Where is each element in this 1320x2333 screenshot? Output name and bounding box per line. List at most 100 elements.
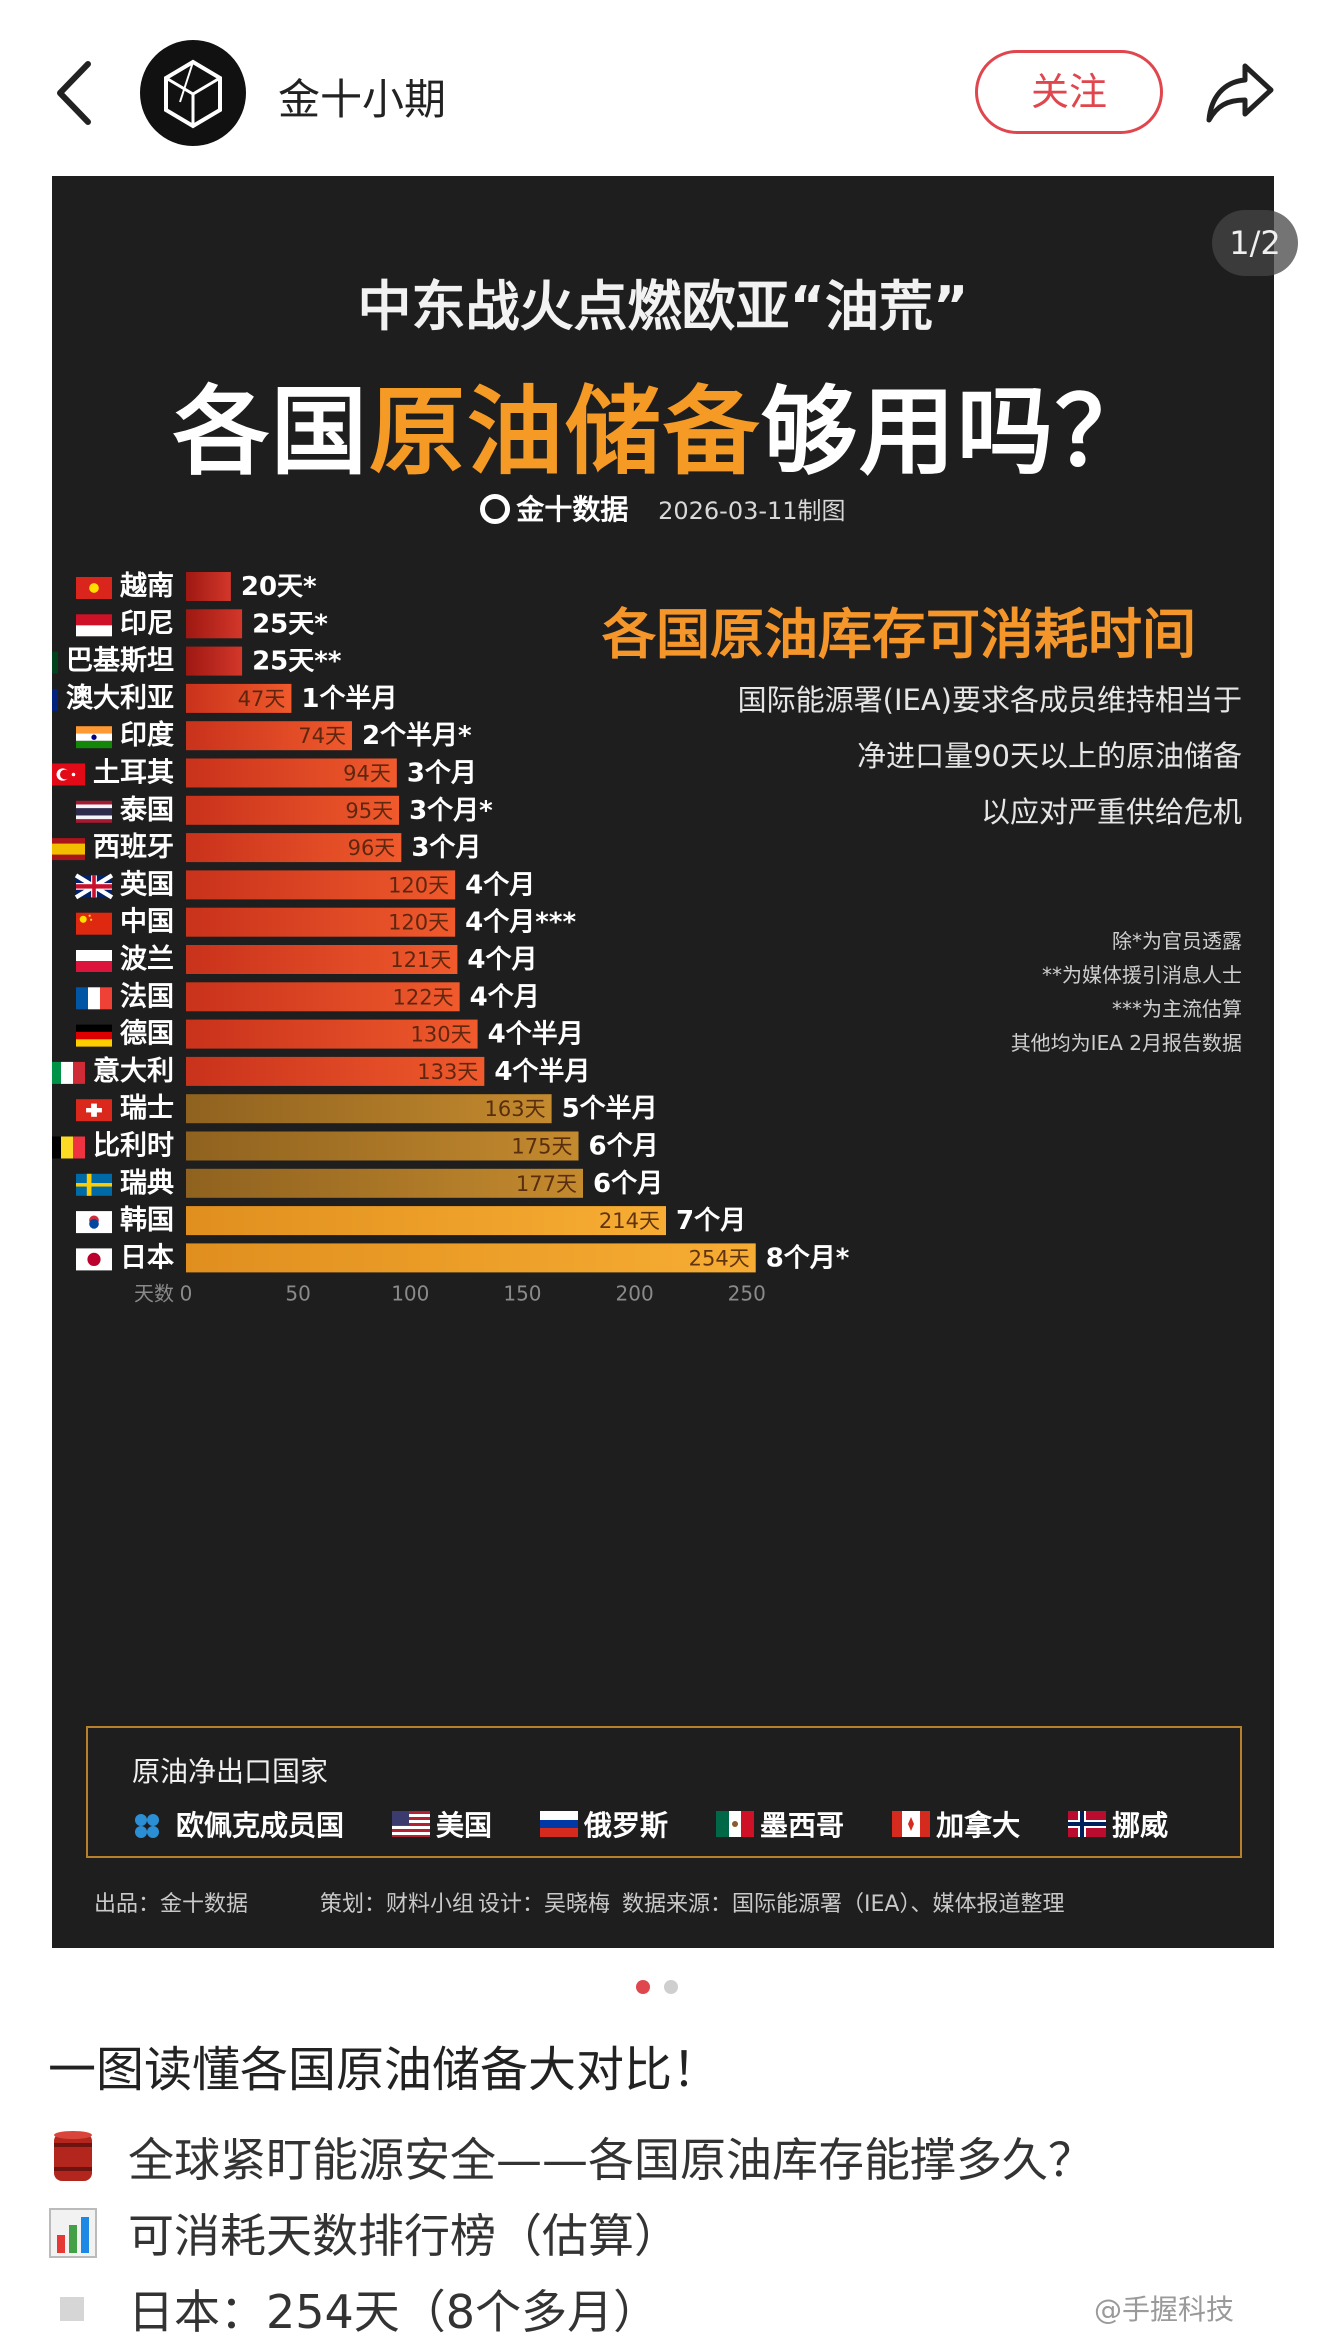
x-tick-label: 0 <box>180 1282 193 1306</box>
country-flag-icon <box>76 614 112 637</box>
bar-row: 印尼 25天* <box>76 608 328 639</box>
brand-logo: 金十数据 <box>480 493 628 526</box>
country-label: 中国 <box>120 907 174 938</box>
ca-flag-icon <box>892 1811 931 1837</box>
exporters-title: 原油净出口国家 <box>132 1755 329 1788</box>
duration-label: 5个半月 <box>562 1094 658 1124</box>
duration-label: 4个月*** <box>465 908 576 938</box>
data-bar <box>186 1056 485 1086</box>
country-label: 泰国 <box>120 795 174 826</box>
image-pager: 1/2 <box>1212 210 1298 276</box>
opec-flag-icon <box>132 1811 170 1838</box>
duration-label: 6个月 <box>593 1169 663 1199</box>
country-flag-icon <box>52 1061 85 1084</box>
bar-value-label: 120天 <box>388 873 449 897</box>
data-bar <box>186 721 352 751</box>
data-bar <box>186 609 243 639</box>
carousel-dots <box>636 1980 684 1994</box>
author-name[interactable]: 金十小期 <box>278 75 447 124</box>
credit-source: 数据来源：国际能源署（IEA）、媒体报道整理 <box>622 1892 1065 1917</box>
duration-label: 4个半月 <box>488 1020 584 1050</box>
back-arrow-icon[interactable] <box>50 58 98 128</box>
chart-heading: 各国原油库存可消耗时间 <box>602 603 1196 666</box>
top-bar: 金十小期 关注 <box>0 0 1320 180</box>
footnote-line: 除*为官员透露 <box>1112 929 1242 953</box>
country-label: 瑞典 <box>120 1168 174 1199</box>
iea-note: 国际能源署(IEA)要求各成员维持相当于 净进口量90天以上的原油储备 以应对严… <box>612 672 1242 840</box>
carousel-dot[interactable] <box>664 1980 678 1994</box>
country-flag-icon <box>76 1099 112 1122</box>
data-bar <box>186 1206 667 1236</box>
avatar[interactable] <box>140 40 246 146</box>
bar-row: 瑞士 163天 5个半月 <box>76 1093 658 1124</box>
country-label: 韩国 <box>120 1205 174 1236</box>
iea-note-line: 国际能源署(IEA)要求各成员维持相当于 <box>737 683 1242 717</box>
bar-row: 印度 74天 2个半月* <box>76 719 472 751</box>
country-flag-icon <box>52 1136 85 1159</box>
country-label: 法国 <box>120 981 174 1012</box>
carousel-dot-active[interactable] <box>636 1980 650 1994</box>
duration-label: 1个半月 <box>301 684 397 714</box>
data-bar <box>186 646 243 676</box>
country-flag-icon <box>76 577 112 599</box>
country-label: 印度 <box>120 719 174 751</box>
bar-value-label: 47天 <box>238 687 286 711</box>
footnote-line: 其他均为IEA 2月报告数据 <box>1010 1031 1242 1055</box>
bar-value-label: 121天 <box>390 948 451 972</box>
data-bar <box>186 833 402 863</box>
country-flag-icon <box>74 873 114 900</box>
country-flag-icon <box>76 1173 112 1196</box>
duration-label: 6个月 <box>589 1132 659 1162</box>
credit-planner: 策划：财料小组 <box>320 1892 475 1917</box>
bar-row: 比利时 175天 6个月 <box>52 1131 659 1162</box>
post-line-text: 全球紧盯能源安全——各国原油库存能撑多久？ <box>128 2133 1094 2187</box>
bar-row: 巴基斯坦 25天** <box>52 646 342 677</box>
country-flag-icon <box>76 800 112 823</box>
country-label: 西班牙 <box>93 832 174 863</box>
bar-value-label: 177天 <box>516 1172 577 1196</box>
bar-row: 日本 254天 8个月* <box>76 1242 850 1273</box>
bar-row: 法国 122天 4个月 <box>76 981 540 1012</box>
bar-row: 德国 130天 4个半月 <box>76 1019 584 1050</box>
country-label: 德国 <box>120 1019 174 1050</box>
post-line: 日本：254天（8个多月） <box>48 2276 659 2333</box>
country-label: 波兰 <box>120 944 174 975</box>
bar-value-label: 95天 <box>345 799 393 823</box>
no-flag-icon <box>1068 1811 1107 1837</box>
country-label: 英国 <box>120 869 174 900</box>
infographic-image[interactable]: 中东战火点燃欧亚“油荒” 各国原油储备够用吗？ 金十数据 2026-03-11制… <box>52 176 1274 1948</box>
data-bar <box>186 870 456 900</box>
duration-label: 3个月 <box>411 833 481 863</box>
data-bar <box>186 683 292 713</box>
exporters-panel: 原油净出口国家 欧佩克成员国 美国 俄罗斯 墨西哥 加拿大 挪威 <box>86 1726 1242 1858</box>
exporter-name: 俄罗斯 <box>584 1809 669 1842</box>
bar-value-label: 94天 <box>343 762 391 786</box>
exporter-item: 美国 <box>392 1804 492 1844</box>
footnote-line: ***为主流估算 <box>1112 997 1242 1021</box>
bar-row: 波兰 121天 4个月 <box>76 944 537 975</box>
data-bar <box>186 572 231 601</box>
x-tick-label: 50 <box>285 1282 310 1306</box>
data-bar <box>186 1094 552 1124</box>
share-icon[interactable] <box>1205 60 1275 124</box>
footnote-line: **为媒体援引消息人士 <box>1042 963 1242 987</box>
data-bar <box>186 1019 478 1049</box>
data-bar <box>186 1168 584 1198</box>
exporter-name: 挪威 <box>1112 1809 1169 1842</box>
x-tick-label: 150 <box>503 1282 541 1306</box>
country-flag-icon <box>52 763 85 786</box>
post-line: 全球紧盯能源安全——各国原油库存能撑多久？ <box>48 2124 1094 2190</box>
duration-label: 8个月* <box>766 1243 850 1273</box>
post-line-text: 可消耗天数排行榜（估算） <box>128 2209 680 2263</box>
duration-label: 25天* <box>252 609 328 639</box>
poster-title-line1: 中东战火点燃欧亚“油荒” <box>357 275 969 338</box>
country-flag-icon <box>52 838 85 861</box>
brand-ring-icon <box>480 494 511 524</box>
bar-row: 意大利 133天 4个半月 <box>52 1055 590 1087</box>
follow-button[interactable]: 关注 <box>975 50 1163 134</box>
bar-value-label: 133天 <box>417 1060 478 1084</box>
data-bar <box>186 1243 756 1273</box>
footnotes: 除*为官员透露 **为媒体援引消息人士 ***为主流估算 其他均为IEA 2月报… <box>812 924 1242 1060</box>
country-flag-icon <box>76 950 112 972</box>
exporters-list: 欧佩克成员国 美国 俄罗斯 墨西哥 加拿大 挪威 <box>132 1804 1232 1844</box>
